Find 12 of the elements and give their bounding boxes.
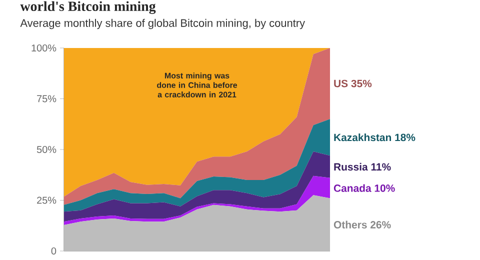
y-tick-label: 75% <box>37 95 56 102</box>
series-label: US 35% <box>334 80 372 88</box>
y-tick-label: 100% <box>32 44 56 52</box>
series-label: Kazakhstan 18% <box>334 133 416 142</box>
y-tick-label: 0 <box>51 247 56 255</box>
y-tick-label: 50% <box>36 146 56 154</box>
series-label: Others 26% <box>334 220 391 228</box>
chart-title: world's Bitcoin mining <box>20 1 156 14</box>
chart-subtitle: Average monthly share of global Bitcoin mining, by country <box>20 18 306 30</box>
y-tick-label: 25% <box>37 196 56 204</box>
series-label: Canada 10% <box>334 184 395 192</box>
series-label: Russia 11% <box>334 162 391 171</box>
